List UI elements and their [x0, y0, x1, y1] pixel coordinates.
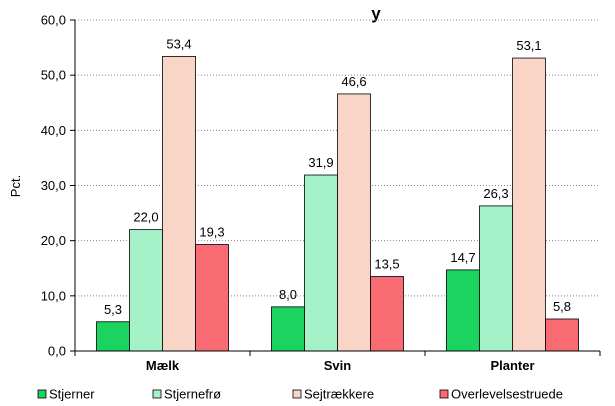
chart-title: y	[371, 4, 381, 23]
bar	[337, 93, 371, 352]
legend-swatch	[292, 389, 302, 399]
y-tick-label: 10,0	[41, 288, 66, 303]
y-tick-label: 60,0	[41, 13, 66, 28]
y-axis-label: Pct.	[8, 175, 23, 197]
bar	[370, 276, 404, 352]
bar	[129, 229, 163, 352]
legend-label: Stjernefrø	[164, 387, 221, 402]
data-label: 8,0	[279, 287, 297, 302]
y-tick-label: 50,0	[41, 68, 66, 83]
y-axis-ticks: 0,0 10,0 20,0 30,0 40,0 50,0 60,0	[41, 13, 75, 359]
axes	[74, 20, 601, 356]
bar	[545, 318, 579, 352]
data-label: 31,9	[308, 155, 333, 170]
data-label: 5,8	[553, 299, 571, 314]
legend-label: Overlevelsestruede	[451, 387, 563, 402]
bar	[162, 56, 196, 352]
category-labels: Mælk Svin Planter	[146, 358, 535, 373]
bar	[271, 306, 305, 352]
category-label: Planter	[490, 358, 534, 373]
category-label: Svin	[324, 358, 352, 373]
data-label: 13,5	[374, 257, 399, 272]
legend-swatch	[439, 389, 449, 399]
data-label: 19,3	[199, 225, 224, 240]
legend-swatch	[152, 389, 162, 399]
bars	[96, 56, 579, 352]
data-labels: 5,3 22,0 53,4 19,3 8,0 31,9 46,6 13,5 14,7 26,3 53…	[104, 36, 571, 316]
bar	[304, 174, 338, 352]
data-label: 53,4	[166, 36, 191, 51]
data-label: 46,6	[341, 74, 366, 89]
data-label: 53,1	[516, 38, 541, 53]
bar	[96, 321, 130, 352]
y-tick-label: 30,0	[41, 178, 66, 193]
bar	[479, 205, 513, 352]
y-tick-label: 40,0	[41, 123, 66, 138]
legend-label: Sejtrækkere	[304, 387, 374, 402]
y-tick-label: 0,0	[48, 344, 66, 359]
data-label: 26,3	[483, 186, 508, 201]
category-label: Mælk	[146, 358, 180, 373]
bar	[446, 269, 480, 352]
y-tick-label: 20,0	[41, 233, 66, 248]
bar	[195, 244, 229, 352]
legend-swatch	[37, 389, 47, 399]
data-label: 22,0	[133, 210, 158, 225]
bar	[512, 57, 546, 352]
data-label: 14,7	[450, 250, 475, 265]
data-label: 5,3	[104, 302, 122, 317]
legend: Stjerner Stjernefrø Sejtrækkere Overlevelse…	[37, 387, 563, 402]
legend-label: Stjerner	[49, 387, 95, 402]
